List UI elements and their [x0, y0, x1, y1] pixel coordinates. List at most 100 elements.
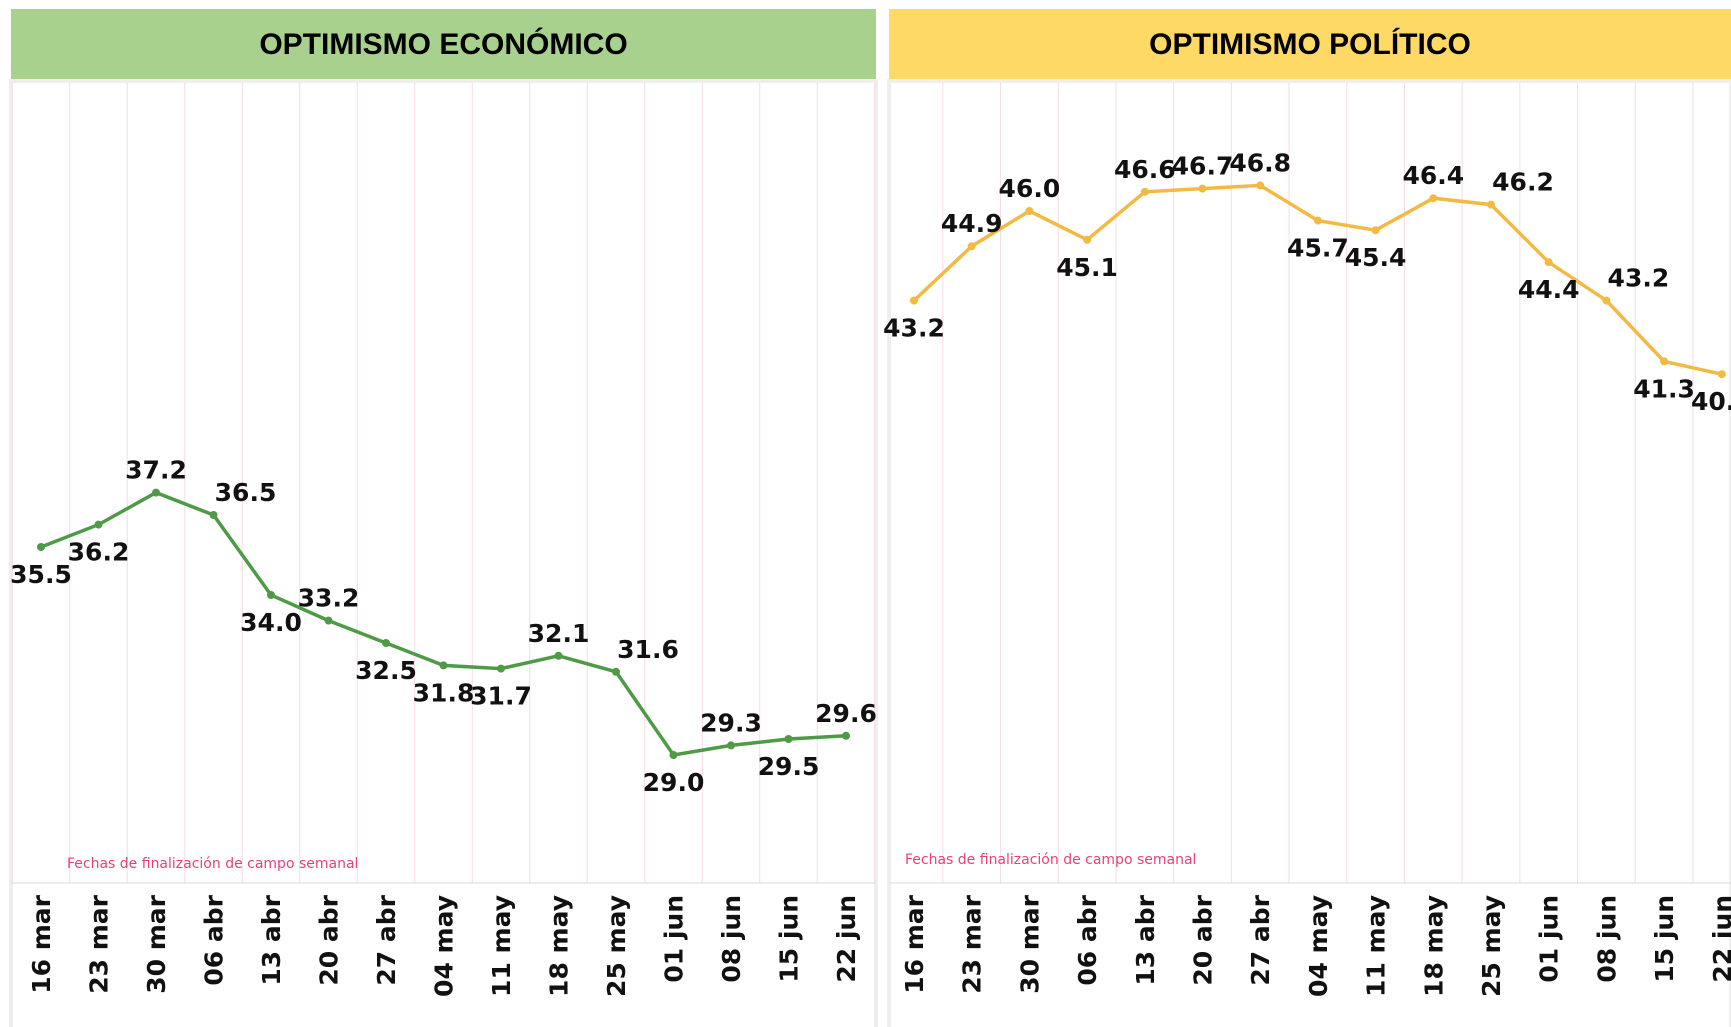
value-label: 31.6: [617, 635, 679, 664]
point: [1025, 207, 1034, 215]
point: [1544, 258, 1553, 267]
point: [267, 591, 275, 599]
x-tick-label: 27 abr: [372, 894, 401, 985]
x-tick-label: 22 jun: [832, 895, 861, 983]
value-label: 46.2: [1492, 168, 1554, 197]
x-tick-label: 25 may: [602, 895, 631, 997]
value-label: 40.9: [1691, 387, 1731, 416]
point: [1429, 194, 1438, 203]
value-label: 45.4: [1345, 243, 1407, 272]
value-label: 34.0: [240, 608, 302, 637]
x-tick-label: 04 may: [1304, 895, 1333, 997]
point: [669, 751, 678, 759]
value-label: 43.2: [883, 314, 945, 343]
x-tick-label: 04 may: [430, 895, 459, 997]
x-tick-label: 13 abr: [257, 894, 286, 985]
x-tick-label: 20 abr: [315, 894, 344, 985]
plot-bg: [891, 83, 1729, 1027]
value-label: 36.5: [215, 478, 277, 507]
x-tick-label: 25 may: [1477, 895, 1506, 997]
value-label: 43.2: [1608, 264, 1670, 293]
x-tick-label: 15 jun: [775, 895, 804, 983]
value-label: 46.0: [999, 174, 1061, 203]
x-tick-label: 06 abr: [1073, 894, 1102, 985]
point: [910, 296, 918, 305]
point: [967, 242, 976, 251]
point: [612, 667, 620, 676]
x-tick-label: 22 jun: [1708, 895, 1731, 983]
x-tick-label: 20 abr: [1189, 894, 1218, 985]
point: [1198, 184, 1207, 193]
value-label: 37.2: [125, 456, 187, 485]
x-tick-label: 08 jun: [1592, 895, 1621, 983]
value-label: 45.1: [1056, 253, 1118, 282]
x-tick-label: 18 may: [545, 895, 574, 997]
value-label: 44.9: [941, 209, 1003, 238]
plot-bg: [13, 83, 874, 1027]
point: [439, 661, 448, 670]
x-tick-label: 01 jun: [660, 895, 689, 983]
point: [1371, 226, 1380, 235]
x-tick-label: 27 abr: [1246, 894, 1275, 985]
x-tick-label: 23 mar: [958, 894, 987, 993]
point: [727, 741, 735, 750]
value-label: 36.2: [68, 538, 130, 567]
header: [889, 9, 1731, 79]
x-tick-label: 13 abr: [1131, 894, 1160, 985]
value-label: 32.5: [355, 656, 417, 685]
point: [1717, 370, 1726, 379]
point: [554, 651, 563, 660]
value-label: 46.4: [1402, 161, 1464, 190]
point: [1140, 187, 1149, 196]
point: [209, 511, 218, 519]
point: [784, 735, 793, 743]
point: [1313, 216, 1322, 225]
point: [94, 520, 103, 529]
value-label: 41.3: [1633, 374, 1695, 403]
value-label: 31.7: [470, 682, 532, 711]
point: [152, 488, 160, 497]
chart-title: OPTIMISMO ECONÓMICO: [259, 27, 627, 61]
value-label: 46.7: [1172, 152, 1234, 181]
note: Fechas de finalización de campo semanal: [67, 856, 358, 872]
value-label: 35.5: [10, 560, 72, 589]
x-tick-label: 11 may: [487, 895, 516, 997]
x-tick-label: 30 mar: [142, 894, 171, 993]
value-label: 31.8: [413, 678, 475, 707]
point: [842, 731, 850, 740]
x-tick-label: 23 mar: [85, 894, 114, 993]
value-label: 33.2: [298, 584, 360, 613]
point: [1256, 181, 1265, 190]
value-label: 44.4: [1518, 275, 1580, 304]
point: [497, 664, 505, 673]
chart-title: OPTIMISMO POLÍTICO: [1149, 27, 1471, 61]
value-label: 29.0: [643, 768, 705, 797]
point: [37, 543, 45, 551]
x-tick-label: 30 mar: [1015, 894, 1044, 993]
point: [1083, 235, 1092, 244]
x-tick-label: 11 may: [1362, 895, 1391, 997]
value-label: 29.5: [758, 752, 820, 781]
header: [11, 9, 876, 79]
x-tick-label: 06 abr: [200, 894, 229, 985]
x-tick-label: 08 jun: [717, 895, 746, 983]
value-label: 46.8: [1229, 148, 1291, 177]
point: [1660, 357, 1669, 366]
point: [324, 616, 333, 625]
x-tick-label: 16 mar: [900, 894, 929, 993]
value-label: 29.3: [700, 708, 762, 737]
x-tick-label: 16 mar: [27, 894, 56, 993]
value-label: 45.7: [1287, 234, 1349, 263]
point: [382, 639, 390, 647]
x-tick-label: 01 jun: [1535, 895, 1564, 983]
note: Fechas de finalización de campo semanal: [905, 852, 1196, 868]
x-tick-label: 18 may: [1419, 895, 1448, 997]
value-label: 32.1: [528, 619, 590, 648]
point: [1487, 200, 1495, 209]
x-tick-label: 15 jun: [1650, 895, 1679, 983]
point: [1602, 296, 1611, 305]
value-label: 29.6: [815, 699, 877, 728]
value-label: 46.6: [1114, 155, 1176, 184]
